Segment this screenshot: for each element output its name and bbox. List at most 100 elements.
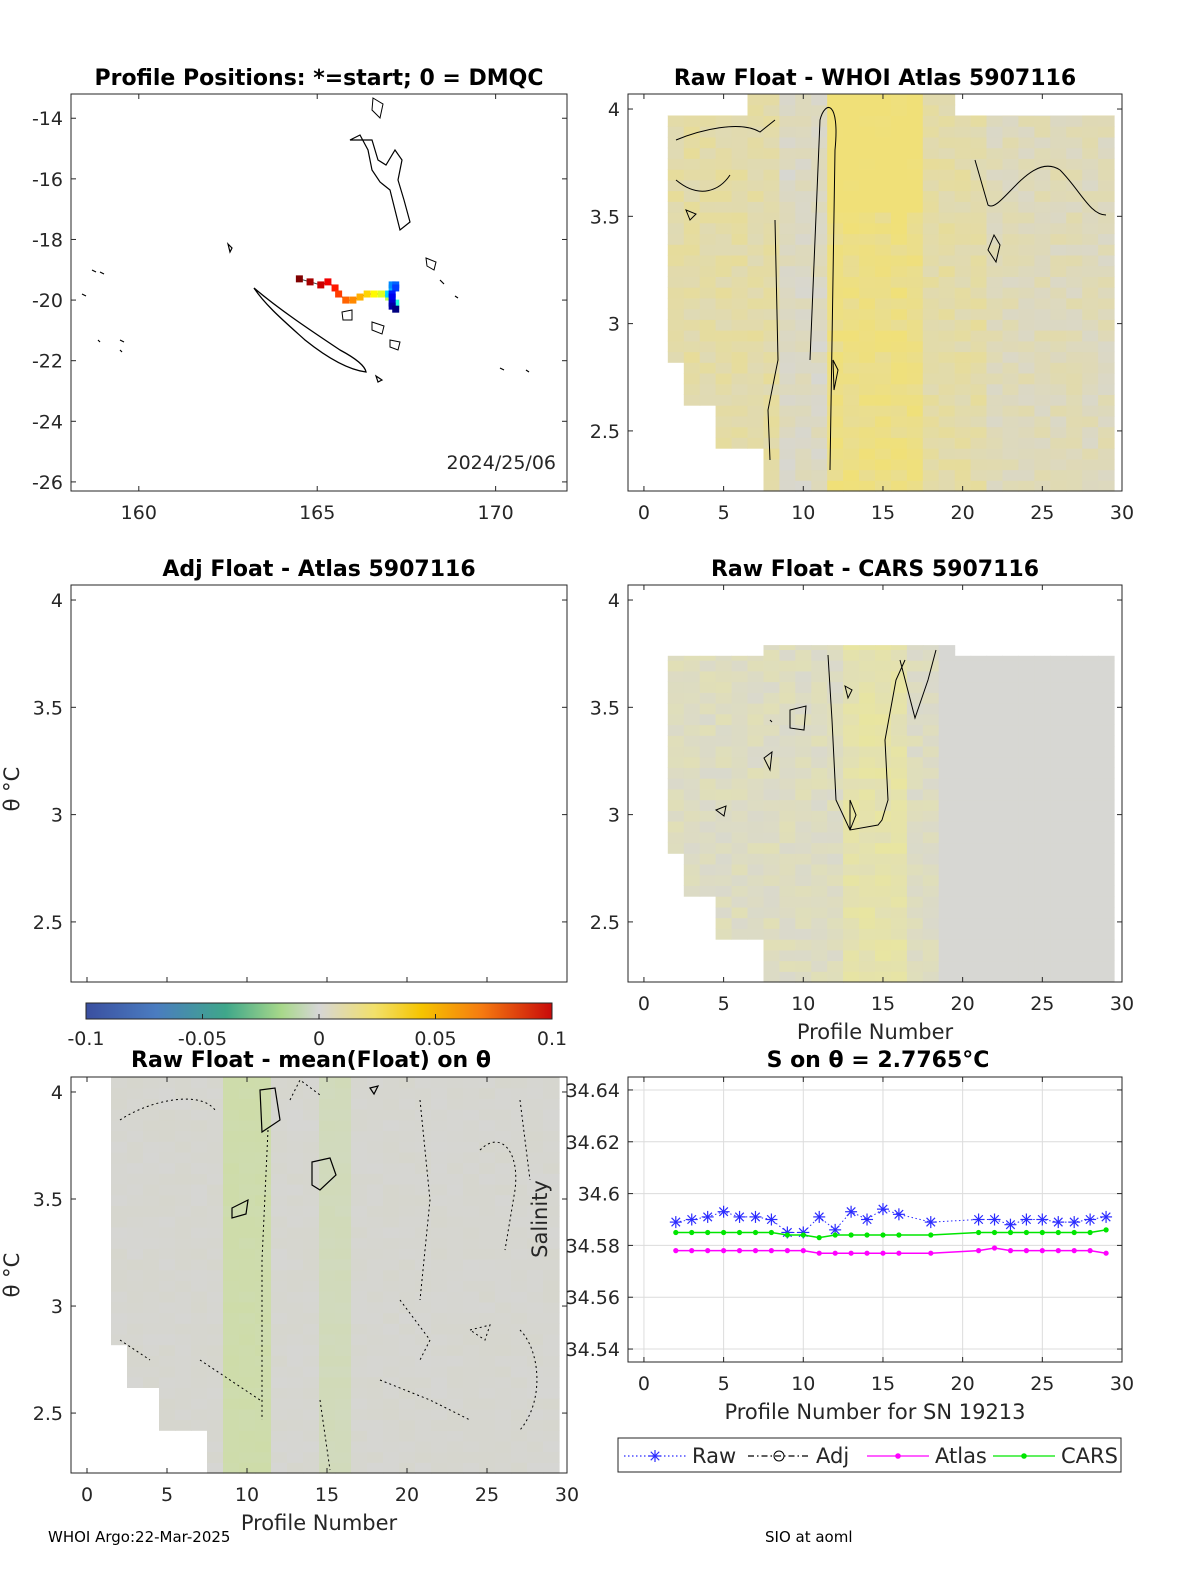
heatmap-cell	[683, 383, 701, 395]
heatmap-cell	[970, 383, 988, 395]
heatmap-cell	[875, 244, 892, 256]
track-point	[317, 281, 325, 289]
heatmap-cell	[843, 778, 860, 790]
heatmap-cell	[511, 1333, 528, 1346]
heatmap-cell	[986, 810, 1003, 822]
heatmap-cell	[1018, 362, 1035, 374]
track-point	[363, 290, 371, 298]
heatmap-cell	[795, 126, 812, 138]
heatmap-cell	[795, 426, 812, 438]
heatmap-cell	[1034, 169, 1051, 181]
heatmap-cell	[747, 115, 764, 127]
heatmap-cell	[463, 1216, 480, 1228]
heatmap-cell	[970, 362, 988, 374]
heatmap-cell	[970, 670, 988, 683]
heatmap-cell	[527, 1216, 544, 1228]
heatmap-cell	[159, 1194, 176, 1206]
heatmap-cell	[779, 405, 796, 417]
heatmap-cell	[986, 713, 1003, 726]
heatmap-cell	[938, 469, 956, 481]
heatmap-cell	[415, 1312, 432, 1324]
heatmap-cell	[1002, 201, 1019, 213]
heatmap-cell	[351, 1291, 368, 1303]
heatmap-cell	[875, 287, 892, 299]
heatmap-cell	[906, 287, 924, 299]
heatmap-cell	[287, 1130, 304, 1142]
heatmap-cell	[495, 1333, 512, 1346]
heatmap-cell	[795, 233, 812, 245]
heatmap-cell	[875, 842, 892, 854]
heatmap-cell	[859, 319, 876, 331]
heatmap-cell	[875, 896, 892, 908]
heatmap-cell	[143, 1291, 160, 1303]
heatmap-cell	[699, 233, 717, 245]
heatmap-cell	[1098, 244, 1115, 256]
heatmap-cell	[779, 971, 796, 983]
cars-xtick-label: 15	[871, 993, 895, 1015]
heatmap-cell	[859, 94, 876, 106]
heatmap-cell	[191, 1226, 208, 1239]
heatmap-cell	[495, 1184, 512, 1196]
heatmap-cell	[207, 1462, 224, 1474]
heatmap-cell	[906, 136, 924, 149]
heatmap-cell	[906, 649, 924, 661]
cars-ytick-label: 3.5	[590, 697, 620, 719]
heatmap-cell	[875, 373, 892, 385]
heatmap-cell	[795, 971, 812, 983]
heatmap-cell	[859, 681, 876, 693]
heatmap-cell	[223, 1205, 240, 1217]
heatmap-cell	[527, 1087, 544, 1099]
heatmap-cell	[383, 1226, 400, 1239]
heatmap-cell	[779, 340, 796, 353]
heatmap-cell	[383, 1119, 400, 1132]
heatmap-cell	[255, 1194, 272, 1206]
heatmap-cell	[954, 115, 972, 117]
heatmap-cell	[938, 853, 956, 865]
heatmap-cell	[335, 1344, 352, 1356]
heatmap-cell	[479, 1077, 496, 1089]
heatmap-cell	[795, 778, 812, 790]
heatmap-cell	[986, 939, 1003, 951]
heatmap-cell	[683, 330, 701, 342]
heatmap-cell	[747, 297, 764, 310]
heatmap-cell	[1082, 469, 1099, 481]
heatmap-cell	[747, 874, 764, 886]
heatmap-cell	[255, 1440, 272, 1453]
heatmap-cell	[890, 799, 908, 811]
heatmap-cell	[779, 703, 796, 715]
heatmap-cell	[479, 1280, 496, 1292]
map-ytick-label: -16	[32, 169, 63, 191]
heatmap-cell	[415, 1173, 432, 1185]
heatmap-cell	[683, 244, 701, 256]
heatmap-cell	[970, 244, 988, 256]
heatmap-cell	[335, 1087, 352, 1099]
heatmap-cell	[747, 745, 764, 758]
heatmap-cell	[159, 1119, 176, 1132]
heatmap-cell	[986, 448, 1003, 460]
heatmap-cell	[811, 308, 828, 320]
heatmap-cell	[351, 1312, 368, 1324]
atlas-xtick-label: 0	[638, 502, 650, 524]
heatmap-cell	[415, 1248, 432, 1260]
heatmap-cell	[763, 906, 780, 919]
heatmap-cell	[843, 469, 860, 481]
heatmap-cell	[239, 1387, 256, 1399]
heatmap-cell	[367, 1291, 384, 1303]
mean-ticks: 0 5 10 15 20 25 302.533.54	[33, 1077, 579, 1506]
heatmap-cell	[731, 373, 749, 385]
heatmap-cell	[954, 448, 972, 460]
heatmap-cell	[843, 692, 860, 704]
heatmap-cell	[1018, 458, 1035, 471]
heatmap-cell	[715, 330, 733, 342]
heatmap-cell	[843, 330, 860, 342]
heatmap-cell	[1002, 233, 1019, 245]
heatmap-cell	[383, 1344, 400, 1356]
heatmap-cell	[683, 265, 701, 277]
heatmap-cell	[811, 297, 828, 310]
heatmap-cell	[1018, 885, 1035, 897]
heatmap-cell	[683, 319, 701, 331]
heatmap-cell	[890, 190, 908, 202]
heatmap-cell	[287, 1323, 304, 1335]
heatmap-cell	[1082, 885, 1099, 897]
heatmap-cell	[938, 874, 956, 886]
